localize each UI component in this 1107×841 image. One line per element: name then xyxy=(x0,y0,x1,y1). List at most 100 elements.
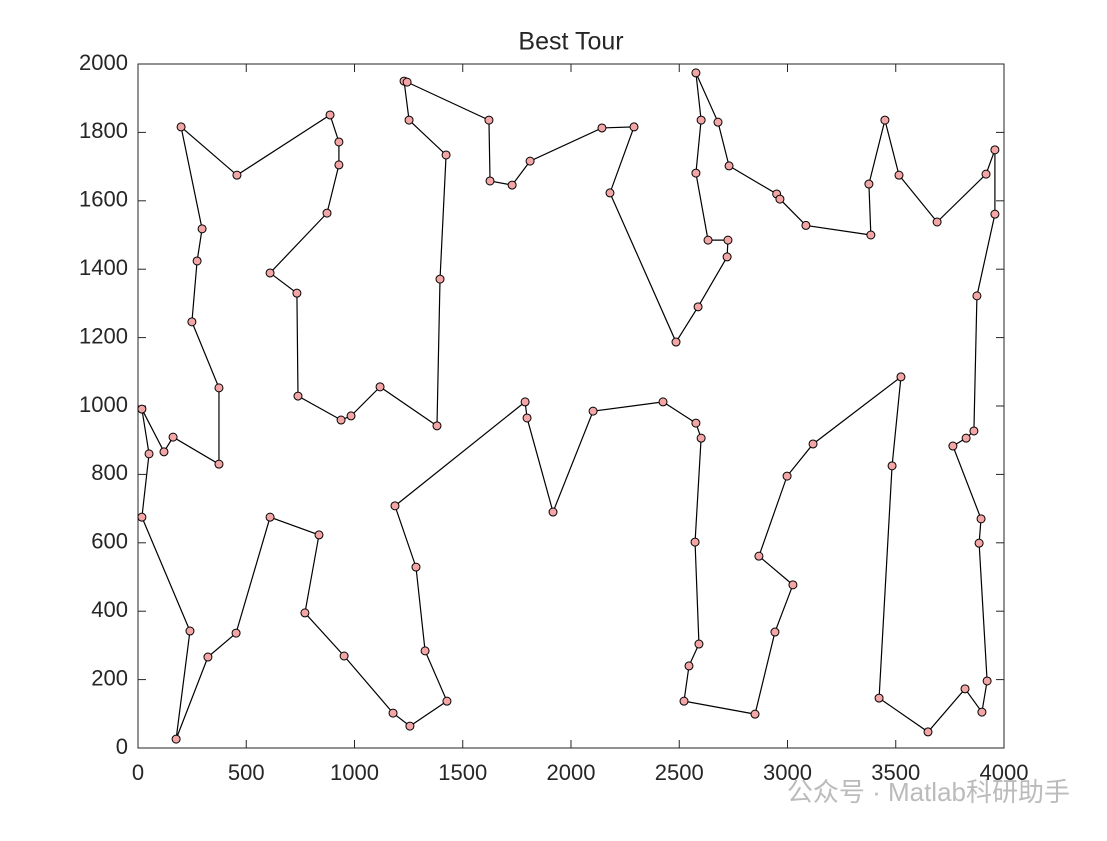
y-tick-label: 1200 xyxy=(79,323,128,348)
city-marker xyxy=(866,230,876,240)
city-marker xyxy=(390,501,400,511)
city-marker xyxy=(176,122,186,132)
plot-frame xyxy=(137,63,1005,749)
city-marker xyxy=(334,160,344,170)
city-marker xyxy=(788,580,798,590)
city-marker xyxy=(435,274,445,284)
city-marker xyxy=(522,413,532,423)
city-marker xyxy=(192,256,202,266)
city-marker xyxy=(484,115,494,125)
city-marker xyxy=(960,684,970,694)
x-tick-label: 4000 xyxy=(980,760,1029,785)
city-marker xyxy=(976,514,986,524)
y-tick-label: 600 xyxy=(91,529,128,554)
city-marker xyxy=(990,145,1000,155)
city-marker xyxy=(874,693,884,703)
city-marker xyxy=(137,512,147,522)
city-marker xyxy=(961,433,971,443)
city-marker xyxy=(185,626,195,636)
city-marker xyxy=(974,538,984,548)
chart-title: Best Tour xyxy=(518,28,623,56)
city-marker xyxy=(782,471,792,481)
city-marker xyxy=(159,447,169,457)
city-marker xyxy=(265,512,275,522)
city-marker xyxy=(977,707,987,717)
city-marker xyxy=(292,288,302,298)
city-marker xyxy=(775,194,785,204)
x-tick-label: 2500 xyxy=(655,760,704,785)
city-marker xyxy=(232,170,242,180)
city-marker xyxy=(137,404,147,414)
city-marker xyxy=(754,551,764,561)
city-marker xyxy=(691,168,701,178)
city-marker xyxy=(605,188,615,198)
city-marker xyxy=(334,137,344,147)
city-marker xyxy=(972,291,982,301)
city-marker xyxy=(694,639,704,649)
city-marker xyxy=(629,122,639,132)
city-marker xyxy=(300,608,310,618)
y-tick-label: 1400 xyxy=(79,255,128,280)
y-tick-label: 400 xyxy=(91,597,128,622)
city-marker xyxy=(405,721,415,731)
city-marker xyxy=(691,68,701,78)
city-marker xyxy=(203,652,213,662)
city-marker xyxy=(703,235,713,245)
city-marker xyxy=(887,461,897,471)
city-marker xyxy=(880,115,890,125)
city-marker xyxy=(696,115,706,125)
city-marker xyxy=(168,432,178,442)
city-marker xyxy=(214,459,224,469)
city-marker xyxy=(948,441,958,451)
y-tick-label: 800 xyxy=(91,460,128,485)
x-tick-label: 500 xyxy=(228,760,265,785)
y-tick-label: 1800 xyxy=(79,118,128,143)
city-marker xyxy=(325,110,335,120)
city-marker xyxy=(722,252,732,262)
city-marker xyxy=(981,169,991,179)
x-tick-label: 3000 xyxy=(763,760,812,785)
city-marker xyxy=(144,449,154,459)
city-marker xyxy=(265,268,275,278)
city-marker xyxy=(808,439,818,449)
x-tick-label: 3500 xyxy=(871,760,920,785)
city-marker xyxy=(982,676,992,686)
city-marker xyxy=(375,382,385,392)
y-tick-label: 1000 xyxy=(79,392,128,417)
tour-line xyxy=(141,72,996,740)
city-marker xyxy=(896,372,906,382)
city-marker xyxy=(442,696,452,706)
city-marker xyxy=(679,696,689,706)
city-marker xyxy=(750,709,760,719)
city-marker xyxy=(684,661,694,671)
city-marker xyxy=(402,77,412,87)
city-marker xyxy=(548,507,558,517)
city-marker xyxy=(923,727,933,737)
y-tick-label: 0 xyxy=(116,734,128,759)
city-marker xyxy=(713,117,723,127)
city-marker xyxy=(588,406,598,416)
city-marker xyxy=(597,123,607,133)
city-marker xyxy=(214,383,224,393)
city-marker xyxy=(485,176,495,186)
city-marker xyxy=(696,433,706,443)
city-marker xyxy=(187,317,197,327)
city-marker xyxy=(525,156,535,166)
city-marker xyxy=(293,391,303,401)
city-marker xyxy=(197,224,207,234)
city-marker xyxy=(507,180,517,190)
city-marker xyxy=(671,337,681,347)
city-marker xyxy=(693,302,703,312)
city-marker xyxy=(691,418,701,428)
city-marker xyxy=(411,562,421,572)
y-tick-label: 2000 xyxy=(79,50,128,75)
city-marker xyxy=(990,209,1000,219)
city-marker xyxy=(969,426,979,436)
city-marker xyxy=(339,651,349,661)
x-tick-label: 0 xyxy=(132,760,144,785)
city-marker xyxy=(520,397,530,407)
y-tick-label: 200 xyxy=(91,665,128,690)
x-tick-label: 1000 xyxy=(330,760,379,785)
